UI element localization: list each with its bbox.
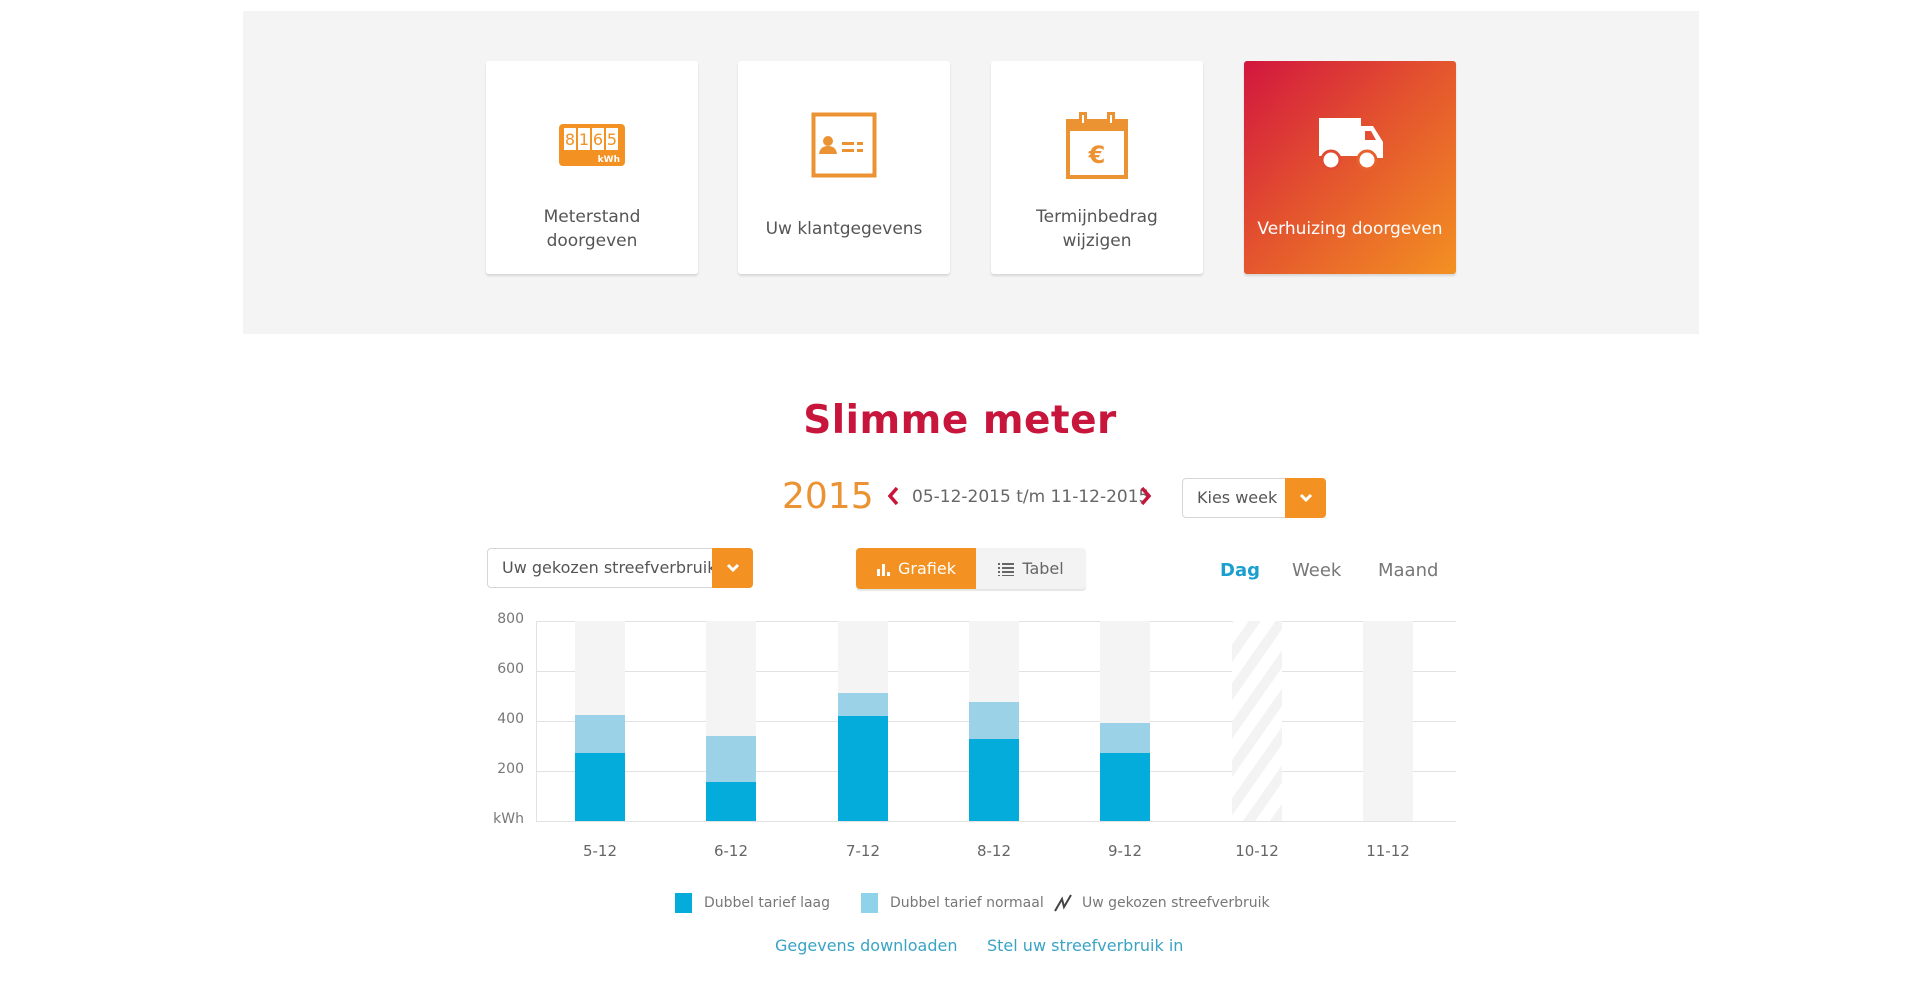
legend-swatch-normaal xyxy=(861,893,878,913)
y-axis-unit: kWh xyxy=(493,811,524,827)
x-tick: 5-12 xyxy=(582,842,618,860)
week-select-value: Kies week xyxy=(1197,488,1278,507)
svg-text:5: 5 xyxy=(607,130,617,149)
tile-label: Termijnbedrag wijzigen xyxy=(1036,206,1158,251)
x-tick: 11-12 xyxy=(1366,842,1410,860)
bar-5-12[interactable] xyxy=(575,621,625,821)
date-range: 05-12-2015 t/m 11-12-2015 xyxy=(912,487,1150,507)
section-title: Slimme meter xyxy=(803,398,1117,443)
tile-meterstand-doorgeven[interactable]: 8 1 6 5 kWh Meterstand doorgeven xyxy=(486,61,698,274)
legend-swatch-laag xyxy=(675,893,692,913)
id-card-icon xyxy=(804,105,884,185)
bar-segment-laag xyxy=(575,753,625,821)
view-chart-button[interactable]: Grafiek xyxy=(856,548,976,589)
svg-text:6: 6 xyxy=(593,130,603,149)
x-tick: 7-12 xyxy=(845,842,881,860)
line-chart-icon xyxy=(1054,894,1072,912)
previous-week-button[interactable] xyxy=(886,485,900,507)
y-tick: 800 xyxy=(497,611,524,627)
set-target-consumption-link[interactable]: Stel uw streefverbruik in xyxy=(987,936,1184,955)
x-tick: 10-12 xyxy=(1235,842,1279,860)
week-select[interactable]: Kies week xyxy=(1182,478,1326,518)
svg-text:8: 8 xyxy=(565,130,575,149)
bar-segment-normaal xyxy=(1100,723,1150,753)
x-tick: 9-12 xyxy=(1107,842,1143,860)
bar-11-12-empty xyxy=(1363,621,1413,821)
chevron-right-icon xyxy=(1140,486,1152,506)
chevron-down-icon[interactable] xyxy=(1285,478,1326,518)
list-icon xyxy=(998,562,1015,576)
bar-9-12[interactable] xyxy=(1100,621,1150,821)
view-table-button[interactable]: Tabel xyxy=(976,548,1086,589)
svg-text:kWh: kWh xyxy=(598,155,620,165)
period-tab-dag[interactable]: Dag xyxy=(1220,560,1260,581)
y-tick: 400 xyxy=(497,711,524,727)
calendar-euro-icon: € xyxy=(1057,105,1137,185)
view-table-label: Tabel xyxy=(1022,559,1064,578)
bar-segment-laag xyxy=(969,739,1019,821)
x-tick: 6-12 xyxy=(713,842,749,860)
consumption-chart: 800 600 400 200 kWh 5-12 6-12 7-12 8-12 … xyxy=(480,610,1480,870)
legend-label: Uw gekozen streefverbruik xyxy=(1082,895,1270,911)
tile-label: Verhuizing doorgeven xyxy=(1257,218,1443,239)
target-consumption-select[interactable]: Uw gekozen streefverbruik xyxy=(487,548,753,588)
bar-10-12-no-data xyxy=(1232,621,1282,821)
meter-reading-icon: 8 1 6 5 kWh xyxy=(552,105,632,185)
y-tick: 200 xyxy=(497,761,524,777)
tile-termijnbedrag-wijzigen[interactable]: € Termijnbedrag wijzigen xyxy=(991,61,1203,274)
legend-item-normaal: Dubbel tarief normaal xyxy=(861,892,1044,914)
year-label: 2015 xyxy=(782,476,874,517)
target-select-value: Uw gekozen streefverbruik xyxy=(502,558,717,577)
bar-segment-laag xyxy=(1100,753,1150,821)
bar-segment-laag xyxy=(838,716,888,821)
y-axis xyxy=(536,621,537,821)
legend-item-streefverbruik: Uw gekozen streefverbruik xyxy=(1052,892,1270,914)
view-chart-label: Grafiek xyxy=(898,559,956,578)
svg-text:€: € xyxy=(1088,141,1106,169)
bar-segment-laag xyxy=(706,782,756,821)
legend-label: Dubbel tarief laag xyxy=(704,895,831,911)
bar-segment-normaal xyxy=(838,693,888,716)
bar-6-12[interactable] xyxy=(706,621,756,821)
legend-label: Dubbel tarief normaal xyxy=(890,895,1044,911)
tile-label: Uw klantgegevens xyxy=(765,218,923,239)
bar-segment-normaal xyxy=(706,736,756,782)
y-tick: 600 xyxy=(497,661,524,677)
tile-verhuizing-doorgeven[interactable]: Verhuizing doorgeven xyxy=(1244,61,1456,274)
truck-icon xyxy=(1310,105,1390,185)
download-data-link[interactable]: Gegevens downloaden xyxy=(775,936,958,955)
tile-label: Meterstand doorgeven xyxy=(543,206,641,251)
next-week-button[interactable] xyxy=(1139,485,1153,507)
bar-segment-normaal xyxy=(575,715,625,753)
period-tab-maand[interactable]: Maand xyxy=(1378,560,1439,581)
bar-chart-icon xyxy=(877,563,891,576)
svg-text:1: 1 xyxy=(579,130,589,149)
bar-segment-normaal xyxy=(969,702,1019,739)
x-tick: 8-12 xyxy=(976,842,1012,860)
legend-item-laag: Dubbel tarief laag xyxy=(675,892,830,914)
quick-actions-panel xyxy=(243,11,1699,334)
period-tab-week[interactable]: Week xyxy=(1292,560,1342,581)
tile-klantgegevens[interactable]: Uw klantgegevens xyxy=(738,61,950,274)
view-toggle: Grafiek Tabel xyxy=(856,548,1086,589)
bar-7-12[interactable] xyxy=(838,621,888,821)
x-axis xyxy=(536,821,1456,822)
bar-8-12[interactable] xyxy=(969,621,1019,821)
chevron-down-icon[interactable] xyxy=(712,548,753,588)
chevron-left-icon xyxy=(887,486,899,506)
